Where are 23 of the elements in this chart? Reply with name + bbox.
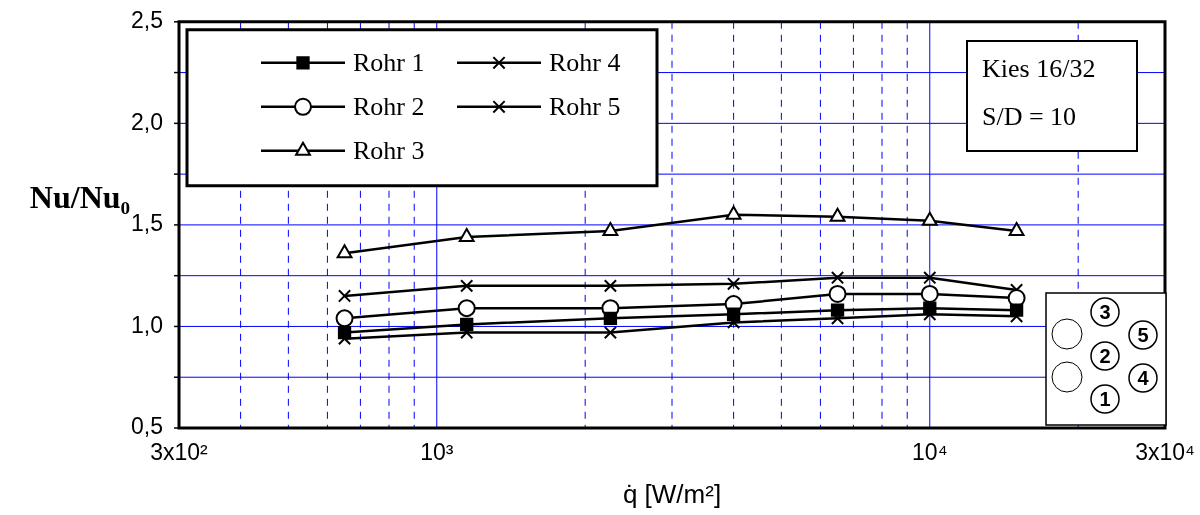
annotation: 5	[1137, 324, 1149, 346]
y-tick-label: 2,0	[131, 108, 163, 135]
legend-label: Rohr 3	[353, 135, 425, 165]
x-tick-label: 3x10²	[150, 439, 209, 466]
annotation: 2	[1099, 345, 1111, 367]
annotation: Kies 16/32	[982, 54, 1096, 84]
x-tick-label: 10⁴	[912, 439, 948, 466]
legend-label: Rohr 5	[549, 91, 621, 121]
y-axis-title: Nu/Nu₀	[29, 179, 131, 216]
legend-label: Rohr 1	[353, 47, 425, 77]
legend-label: Rohr 2	[353, 91, 425, 121]
y-tick-label: 0,5	[131, 413, 163, 440]
y-tick-label: 2,5	[131, 7, 163, 34]
annotation: 4	[1137, 367, 1150, 389]
legend-label: Rohr 4	[549, 47, 621, 77]
annotation: 3	[1099, 301, 1111, 323]
x-tick-label: 3x10⁴	[1135, 439, 1195, 466]
x-axis-title: q̇ [W/m²]	[622, 478, 722, 509]
annotation: 1	[1099, 388, 1111, 410]
x-tick-label: 10³	[420, 439, 454, 466]
annotation: S/D = 10	[982, 102, 1077, 132]
y-tick-label: 1,0	[131, 311, 163, 338]
y-tick-label: 1,5	[131, 210, 163, 237]
